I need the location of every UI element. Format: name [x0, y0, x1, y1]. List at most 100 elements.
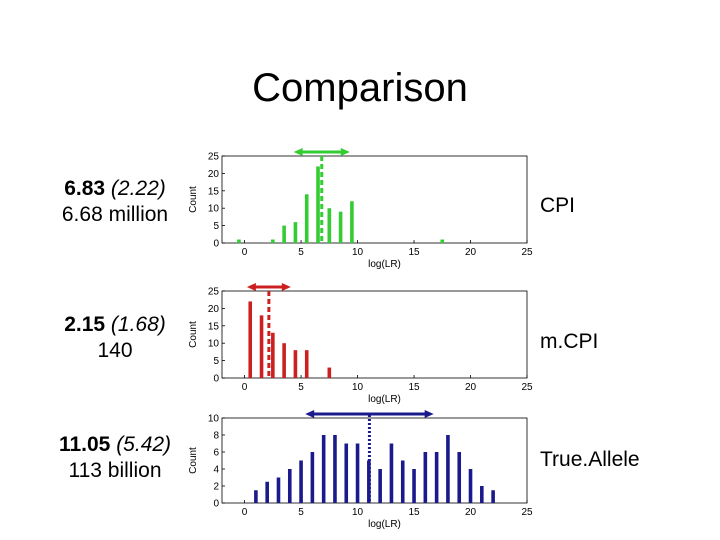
- histogram-bar: [293, 350, 298, 378]
- y-tick-label: 10: [208, 204, 220, 215]
- arrowhead-left: [246, 283, 256, 291]
- y-tick-label: 6: [213, 448, 219, 459]
- histogram-bar: [271, 332, 275, 378]
- histogram-bar: [412, 469, 416, 503]
- x-tick-label: 20: [465, 247, 477, 258]
- histogram-bar: [282, 343, 286, 378]
- y-tick-label: 5: [213, 356, 219, 367]
- histogram-bar: [304, 350, 309, 378]
- histogram-bar: [440, 239, 445, 243]
- histogram-bar: [423, 452, 428, 503]
- slide-title: Comparison: [252, 66, 468, 110]
- x-tick-label: 15: [408, 247, 420, 258]
- histogram-bar: [287, 469, 292, 503]
- y-tick-label: 15: [208, 186, 220, 197]
- histogram-bar: [299, 460, 303, 503]
- method-label-mcpi: m.CPI: [540, 330, 599, 353]
- x-tick-label: 5: [298, 507, 304, 518]
- y-tick-label: 0: [213, 499, 219, 510]
- x-tick-label: 10: [352, 382, 364, 393]
- x-tick-label: 5: [298, 382, 304, 393]
- x-tick-label: 20: [465, 507, 477, 518]
- stat-paren: (2.22): [110, 177, 166, 200]
- x-tick-label: 10: [352, 507, 364, 518]
- stat-paren: (1.68): [110, 313, 166, 336]
- stat-primary: 11.05: [58, 433, 111, 456]
- y-tick-label: 25: [208, 152, 220, 163]
- stat-secondary: 113 billion: [68, 459, 162, 482]
- plot-frame: [221, 290, 528, 379]
- x-tick-label: 10: [352, 247, 364, 258]
- histogram-bar: [248, 301, 253, 378]
- arrowhead-left: [293, 148, 303, 156]
- histogram-bar: [378, 469, 382, 503]
- stat-truallele: 11.05 (5.42) 113 billion: [30, 432, 200, 484]
- x-tick-label: 25: [521, 507, 533, 518]
- histogram-bar: [333, 435, 337, 503]
- histogram-bar: [480, 486, 484, 503]
- y-tick-label: 20: [208, 304, 220, 315]
- y-tick-label: 2: [213, 482, 219, 493]
- x-tick-label: 20: [465, 382, 477, 393]
- y-tick-label: 10: [208, 339, 220, 350]
- stat-primary: 2.15: [64, 313, 106, 336]
- arrowhead-right: [281, 283, 291, 291]
- x-tick-label: 15: [408, 382, 420, 393]
- histogram-bar: [259, 315, 264, 378]
- histogram-bar: [468, 469, 473, 503]
- histogram-bar: [446, 435, 450, 503]
- x-tick-label: 25: [521, 247, 533, 258]
- histogram-bar: [276, 477, 281, 503]
- stat-secondary: 6.68 million: [61, 203, 169, 226]
- histogram-bar: [367, 460, 371, 503]
- stat-mcpi: 2.15 (1.68) 140: [30, 312, 200, 364]
- x-tick-label: 0: [242, 382, 248, 393]
- x-axis-label: log(LR): [368, 519, 401, 530]
- histogram-bar: [293, 222, 298, 243]
- arrowhead-left: [305, 410, 315, 418]
- histogram-bar: [327, 208, 332, 243]
- histogram-bar: [491, 490, 495, 503]
- histogram-bar: [310, 452, 315, 503]
- x-tick-label: 25: [521, 382, 533, 393]
- stat-secondary: 140: [97, 339, 133, 362]
- x-tick-label: 0: [242, 507, 248, 518]
- x-axis-label: log(LR): [368, 259, 401, 270]
- stat-paren: (5.42): [116, 433, 172, 456]
- arrowhead-right: [340, 148, 350, 156]
- histogram-bar: [254, 490, 258, 503]
- histogram-bar: [316, 166, 320, 243]
- plot-frame: [221, 155, 528, 244]
- y-tick-label: 10: [208, 414, 220, 425]
- y-tick-label: 8: [213, 431, 219, 442]
- stat-primary: 6.83: [64, 177, 106, 200]
- arrowhead-right: [424, 410, 434, 418]
- x-tick-label: 15: [408, 507, 420, 518]
- plot-frame: [221, 417, 528, 504]
- method-label-truallele: True.Allele: [540, 448, 640, 471]
- y-tick-label: 5: [213, 221, 219, 232]
- stat-cpi: 6.83 (2.22) 6.68 million: [30, 176, 200, 228]
- x-axis-label: log(LR): [368, 394, 401, 405]
- y-tick-label: 0: [213, 239, 219, 250]
- y-tick-label: 20: [208, 169, 220, 180]
- y-axis-label: Count: [188, 447, 199, 474]
- histogram-bar: [434, 452, 439, 503]
- histogram-bar: [327, 367, 332, 378]
- y-axis-label: Count: [188, 186, 199, 213]
- histogram-bar: [457, 452, 462, 503]
- y-axis-label: Count: [188, 321, 199, 348]
- histogram-bar: [321, 435, 326, 503]
- histogram-bar: [350, 201, 354, 243]
- histogram-bar: [304, 194, 309, 243]
- histogram-bar: [237, 239, 241, 243]
- y-tick-label: 25: [208, 287, 220, 298]
- histogram-bar: [355, 443, 360, 503]
- histogram-bar: [282, 225, 286, 243]
- y-tick-label: 4: [213, 465, 219, 476]
- histogram-bar: [389, 443, 394, 503]
- histogram-bar: [400, 460, 405, 503]
- histogram-bar: [265, 481, 269, 503]
- histogram-bar: [271, 239, 275, 243]
